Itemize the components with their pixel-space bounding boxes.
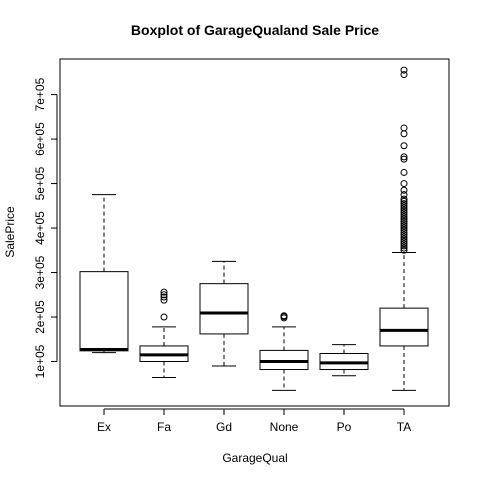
box-ex [79, 194, 129, 354]
outlier-point [400, 208, 408, 216]
outlier-point [400, 233, 408, 241]
outlier-point [160, 313, 168, 321]
outlier-point [160, 296, 168, 304]
outlier-point [400, 204, 408, 212]
outlier-point [400, 142, 408, 150]
outlier-point [400, 244, 408, 252]
iqr-box [199, 283, 249, 335]
outlier-point [160, 291, 168, 299]
y-tick-label: 5e+05 [33, 166, 47, 200]
outlier-point [400, 226, 408, 234]
outlier-point [400, 224, 408, 232]
outlier-point [400, 66, 408, 74]
box-po [319, 344, 369, 377]
outlier-point [400, 213, 408, 221]
outlier-point [160, 293, 168, 301]
y-tick-label: 2e+05 [33, 300, 47, 334]
outlier-point [400, 229, 408, 236]
y-axis-label: SalePrice [3, 206, 17, 258]
outlier-point [400, 186, 408, 194]
outlier-point [280, 312, 288, 320]
x-axis: Ex Fa Gd None Po TA [97, 408, 411, 434]
outlier-point [400, 197, 408, 205]
y-tick-label: 1e+05 [33, 344, 47, 378]
y-tick-label: 3e+05 [33, 255, 47, 289]
x-tick-label: TA [397, 420, 411, 434]
outlier-point [400, 231, 408, 239]
outlier-point [400, 153, 408, 161]
x-tick-label: Po [337, 420, 352, 434]
outlier-point [400, 246, 408, 254]
outlier-point [400, 71, 408, 79]
outlier-point [400, 211, 408, 219]
y-axis: 1e+05 2e+05 3e+05 4e+05 5e+05 6e+05 7e+05 [33, 77, 58, 378]
chart-title: Boxplot of GarageQualand Sale Price [131, 22, 379, 38]
outlier-point [400, 195, 408, 203]
outlier-point [400, 180, 408, 188]
y-tick-label: 7e+05 [33, 77, 47, 111]
box-fa [139, 288, 189, 379]
outlier-point [400, 237, 408, 245]
boxes [79, 66, 429, 391]
box-gd [199, 260, 249, 367]
outlier-point [400, 155, 408, 163]
outlier-point [400, 242, 408, 250]
outlier-point [400, 220, 408, 228]
x-tick-label: Ex [97, 420, 111, 434]
outlier-point [400, 235, 408, 243]
outlier-point [400, 191, 408, 199]
outlier-point [400, 222, 408, 230]
y-tick-label: 6e+05 [33, 122, 47, 156]
y-tick-label: 4e+05 [33, 211, 47, 245]
outlier-point [400, 202, 408, 210]
x-axis-label: GarageQual [222, 451, 287, 465]
outlier-point [400, 206, 408, 214]
outlier-point [400, 168, 408, 176]
iqr-box [259, 349, 309, 371]
outlier-point [400, 124, 408, 132]
x-tick-label: None [270, 420, 299, 434]
outlier-point [400, 240, 408, 248]
box-none [259, 312, 309, 391]
plot-frame [59, 58, 450, 407]
outlier-point [400, 200, 408, 208]
x-tick-label: Gd [216, 420, 232, 434]
box-ta [379, 66, 429, 391]
iqr-box [79, 271, 129, 352]
outlier-point [400, 217, 408, 225]
iqr-box [379, 307, 429, 347]
outlier-point [160, 288, 168, 296]
x-tick-label: Fa [157, 420, 171, 434]
outlier-point [400, 215, 408, 223]
